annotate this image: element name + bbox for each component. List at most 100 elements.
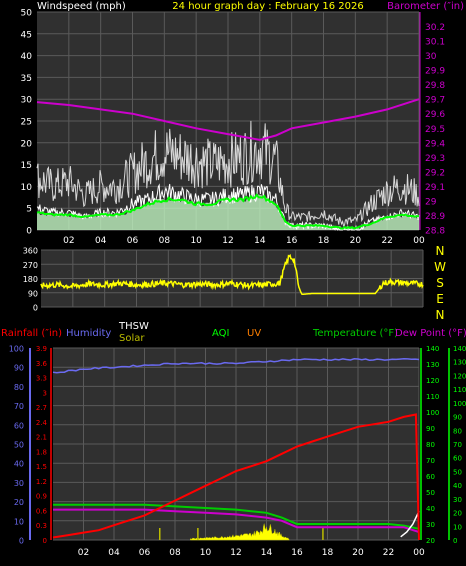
compass-label: N: [436, 244, 445, 258]
wind-x-tick: 16: [286, 236, 298, 246]
rain-y-tick: 1.5: [36, 463, 47, 471]
aqi-y-tick: 80: [453, 427, 462, 435]
temperature-y-tick: 100: [426, 409, 439, 417]
wind-x-tick: 20: [350, 236, 362, 246]
barometer-y-tick: 29.3: [425, 154, 445, 164]
wind-low-fill: [37, 194, 419, 231]
climate-x-tick: 22: [383, 548, 394, 558]
wind-x-tick: 12: [222, 236, 233, 246]
rainfall-line: [52, 413, 420, 541]
compass-label: E: [436, 292, 444, 306]
barometer-y-tick: 30: [425, 52, 437, 62]
barometer-y-tick: 29.1: [425, 183, 445, 193]
humidity-y-tick: 100: [9, 345, 24, 354]
direction-y-tick: 0: [33, 304, 38, 313]
aqi-y-tick: 50: [453, 468, 462, 476]
rain-y-tick: 0.9: [36, 493, 47, 501]
aqi-y-tick: 70: [453, 441, 462, 449]
temperature-line: [53, 503, 420, 530]
temperature-y-tick: 70: [426, 457, 435, 465]
temperature-y-tick: 60: [426, 473, 435, 481]
compass-label: S: [436, 276, 444, 290]
solar-area: [190, 523, 290, 541]
temperature-y-tick: 80: [426, 441, 435, 449]
barometer-y-tick: 29.9: [425, 67, 445, 77]
climate-axis: 010203040506070809010000.30.60.91.21.51.…: [9, 345, 466, 559]
compass-label: N: [436, 308, 445, 322]
wind-x-tick: 10: [190, 236, 202, 246]
climate-x-tick: 16: [291, 548, 303, 558]
climate-x-tick: 20: [352, 548, 364, 558]
aqi-y-tick: 100: [453, 400, 466, 408]
temperature-y-tick: 140: [426, 345, 439, 353]
legend-rainfall: Rainfall (″in): [1, 328, 62, 339]
wind-x-tick: 22: [381, 236, 392, 246]
wind-x-tick: 08: [159, 236, 171, 246]
humidity-y-tick: 90: [14, 364, 24, 373]
wind-y-tick: 35: [21, 74, 32, 84]
chart-date-title: 24 hour graph day : February 16 2026: [172, 1, 363, 12]
wind-average-line: [36, 193, 420, 230]
direction-y-tick: 180: [23, 275, 38, 284]
barometer-y-tick: 29.8: [425, 81, 445, 91]
rain-y-tick: 3.3: [36, 375, 47, 383]
rain-y-tick: 3.6: [36, 360, 48, 368]
climate-x-tick: 06: [139, 548, 151, 558]
humidity-y-tick: 70: [14, 402, 24, 411]
barometer-y-tick: 28.8: [425, 227, 445, 237]
humidity-y-tick: 40: [14, 460, 24, 469]
wind-x-tick: 06: [127, 236, 139, 246]
aqi-y-tick: 0: [453, 537, 457, 545]
aqi-y-tick: 30: [453, 496, 462, 504]
wind-series: [36, 98, 420, 231]
barometer-title: Barometer (″in): [387, 1, 464, 12]
humidity-y-tick: 50: [14, 441, 24, 450]
climate-series: [52, 358, 420, 541]
barometer-line: [36, 98, 420, 141]
aqi-y-tick: 20: [453, 510, 462, 518]
rain-y-tick: 2.4: [36, 419, 48, 427]
rain-y-tick: 1.2: [36, 478, 47, 486]
aqi-y-tick: 40: [453, 482, 462, 490]
barometer-y-tick: 30.1: [425, 38, 445, 48]
wind-y-tick: 45: [21, 30, 32, 40]
wind-y-tick: 10: [21, 183, 33, 193]
rain-y-tick: 3: [43, 389, 47, 397]
aqi-y-tick: 10: [453, 523, 462, 531]
temperature-y-tick: 30: [426, 521, 435, 529]
wind-y-tick: 15: [21, 161, 32, 171]
barometer-y-tick: 29.5: [425, 125, 445, 135]
barometer-y-tick: 29.2: [425, 168, 445, 178]
wind-y-tick: 25: [21, 118, 32, 128]
wind-x-tick: 00: [413, 236, 425, 246]
rain-y-tick: 0.3: [36, 522, 47, 530]
humidity-line: [52, 358, 420, 374]
barometer-y-tick: 29: [425, 197, 437, 207]
climate-x-tick: 02: [78, 548, 89, 558]
legend-humidity: Humidity: [66, 328, 111, 339]
aqi-y-tick: 110: [453, 386, 466, 394]
direction-line: [40, 253, 424, 296]
barometer-y-tick: 29.7: [425, 96, 445, 106]
wind-title: Windspeed (mph): [37, 1, 126, 12]
direction-y-tick: 90: [28, 289, 38, 298]
humidity-y-tick: 10: [14, 517, 24, 526]
humidity-y-tick: 80: [14, 383, 24, 392]
temperature-y-tick: 50: [426, 489, 435, 497]
thsw-line: [400, 510, 420, 538]
legend-uv: UV: [247, 328, 261, 339]
humidity-y-tick: 60: [14, 421, 24, 430]
climate-x-tick: 08: [169, 548, 181, 558]
temperature-y-tick: 110: [426, 393, 439, 401]
temperature-y-tick: 40: [426, 505, 435, 513]
humidity-y-tick: 0: [19, 537, 24, 546]
humidity-y-tick: 20: [14, 498, 24, 507]
rain-y-tick: 2.7: [36, 404, 47, 412]
wind-gust-line: [36, 120, 420, 227]
climate-x-tick: 12: [230, 548, 241, 558]
wind-y-tick: 0: [26, 227, 32, 237]
wind-axis: 0 5 10 15 20 25 30 35 40 45 50 02 04 06 08 10 12 14 16 18 20…: [21, 9, 446, 247]
rain-y-tick: 1.8: [36, 448, 47, 456]
wind-y-tick: 20: [21, 139, 33, 149]
